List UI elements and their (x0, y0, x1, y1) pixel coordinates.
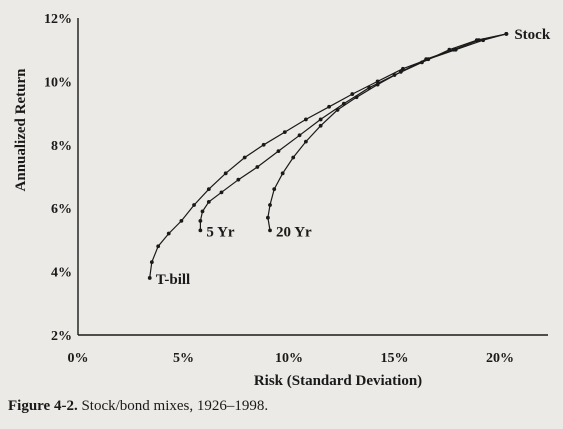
data-point-t-bill (149, 260, 154, 264)
data-point-5-yr (255, 165, 260, 169)
figure-caption: Figure 4-2. Stock/bond mixes, 1926–1998. (8, 398, 548, 415)
data-point-t-bill (242, 155, 247, 160)
data-point-20-yr (354, 95, 359, 100)
data-point-20-yr (398, 69, 403, 74)
chart: 2% 4% 6% 8% 10% 12% 0% 5% 10% 15% 20% Stock T-bil… (13, 12, 551, 389)
curve-labels: Stock T-bill 5 Yr 20 Yr (156, 27, 551, 288)
data-point-20-yr (335, 108, 340, 112)
annotation-20-yr: 20 Yr (276, 224, 312, 240)
x-axis-title: Risk (Standard Deviation) (254, 373, 422, 389)
chart-axes (77, 18, 548, 336)
data-point-20-yr (303, 139, 308, 144)
data-point-t-bill (206, 187, 211, 192)
x-tick-label: 0% (68, 351, 89, 366)
data-point-t-bill (261, 142, 266, 147)
data-point-t-bill (147, 276, 152, 280)
data-point-5-yr (236, 177, 241, 182)
y-tick-label: 12% (44, 12, 72, 27)
data-point-t-bill (282, 130, 287, 135)
data-point-5-yr (219, 190, 224, 195)
data-point-20-yr (318, 123, 323, 128)
y-tick-label: 2% (51, 329, 72, 344)
annotation-stock: Stock (514, 27, 550, 43)
series-line-5-yr (199, 33, 507, 231)
y-tick-label: 10% (44, 75, 72, 90)
data-point-t-bill (303, 117, 308, 122)
data-point-5-yr (198, 228, 203, 233)
series-layer (147, 31, 509, 280)
data-point-20-yr (424, 57, 429, 62)
y-tick-label: 8% (51, 139, 72, 154)
x-tick-label: 15% (381, 351, 409, 366)
x-tick-label: 5% (173, 351, 194, 366)
y-axis-title: Annualized Return (13, 68, 29, 192)
series-line-t-bill (149, 33, 507, 278)
data-point-20-yr (291, 155, 296, 160)
data-point-t-bill (350, 92, 355, 96)
data-point-t-bill (375, 79, 380, 84)
data-point-5-yr (318, 117, 323, 122)
data-point-20-yr (280, 171, 285, 176)
caption-label: Figure 4-2. (8, 398, 78, 414)
data-point-20-yr (504, 31, 509, 36)
x-tick-label: 20% (486, 351, 514, 366)
caption-text: Stock/bond mixes, 1926–1998. (81, 398, 269, 414)
data-point-20-yr (268, 228, 272, 233)
x-tick-label: 10% (275, 351, 303, 366)
data-point-20-yr (477, 38, 481, 43)
data-point-t-bill (166, 231, 171, 236)
annotation-t-bill: T-bill (156, 272, 190, 288)
annotation-5-yr: 5 Yr (206, 224, 235, 240)
data-point-20-yr (268, 203, 272, 207)
data-point-5-yr (198, 218, 203, 223)
data-point-t-bill (401, 66, 405, 71)
data-point-5-yr (200, 209, 205, 214)
data-point-5-yr (276, 149, 281, 154)
data-point-t-bill (327, 104, 331, 109)
y-tick-labels: 2% 4% 6% 8% 10% 12% (44, 12, 72, 344)
y-tick-label: 4% (51, 266, 72, 281)
data-point-t-bill (192, 203, 196, 207)
data-point-5-yr (297, 133, 302, 138)
data-point-20-yr (272, 187, 277, 192)
series-line-20-yr (267, 33, 507, 231)
data-point-20-yr (375, 82, 380, 87)
data-point-t-bill (179, 218, 184, 223)
y-tick-label: 6% (51, 202, 72, 217)
data-point-20-yr (451, 47, 456, 52)
data-point-20-yr (266, 215, 270, 220)
data-point-t-bill (156, 244, 161, 249)
x-tick-labels: 0% 5% 10% 15% 20% (68, 351, 515, 366)
data-point-t-bill (223, 171, 228, 176)
data-point-5-yr (206, 199, 211, 204)
